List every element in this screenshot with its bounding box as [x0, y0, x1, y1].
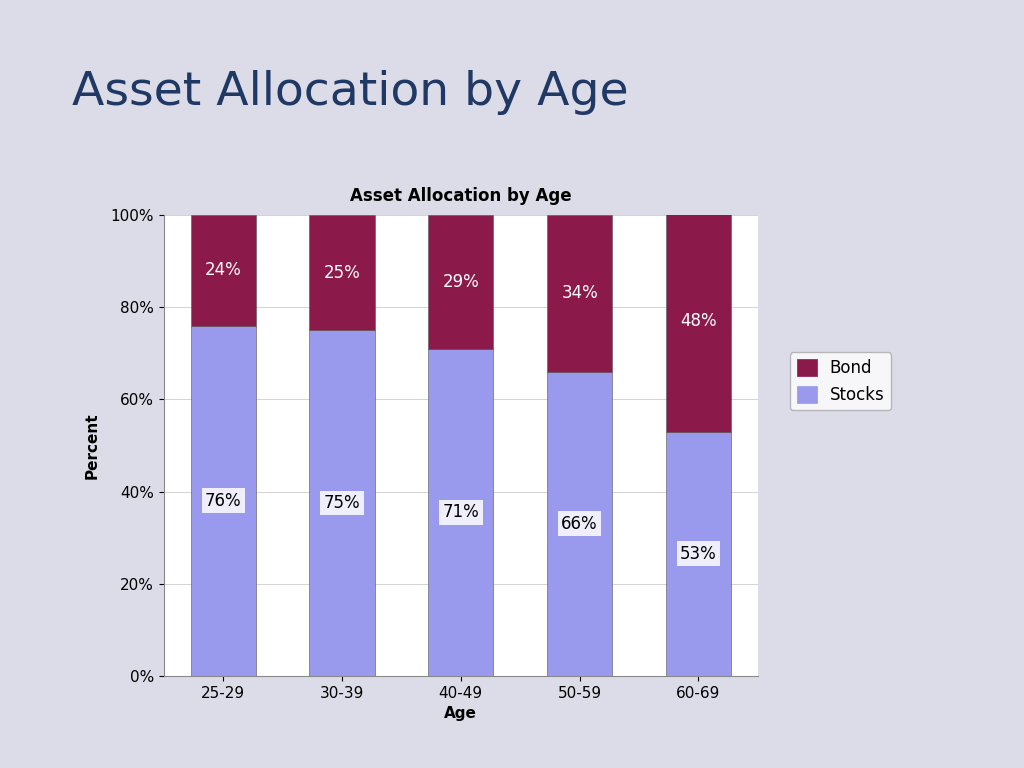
Bar	[309, 215, 375, 330]
Bar	[190, 215, 256, 326]
Bar	[309, 330, 375, 676]
Bar	[428, 349, 494, 676]
Y-axis label: Percent: Percent	[85, 412, 99, 478]
Text: 34%: 34%	[561, 284, 598, 303]
Text: 25%: 25%	[324, 263, 360, 282]
Bar	[190, 326, 256, 676]
X-axis label: Age: Age	[444, 706, 477, 721]
Title: Asset Allocation by Age: Asset Allocation by Age	[350, 187, 571, 205]
Text: 75%: 75%	[324, 494, 360, 512]
Bar	[547, 372, 612, 676]
Text: 76%: 76%	[205, 492, 242, 510]
Bar	[428, 215, 494, 349]
Legend: Bond, Stocks: Bond, Stocks	[790, 353, 891, 410]
Text: Asset Allocation by Age: Asset Allocation by Age	[72, 71, 629, 115]
Bar	[547, 215, 612, 372]
Text: 48%: 48%	[680, 312, 717, 330]
Bar	[666, 210, 731, 432]
Text: 66%: 66%	[561, 515, 598, 533]
Text: 53%: 53%	[680, 545, 717, 563]
Text: 29%: 29%	[442, 273, 479, 291]
Text: 24%: 24%	[205, 261, 242, 280]
Bar	[666, 432, 731, 676]
Text: 71%: 71%	[442, 503, 479, 521]
